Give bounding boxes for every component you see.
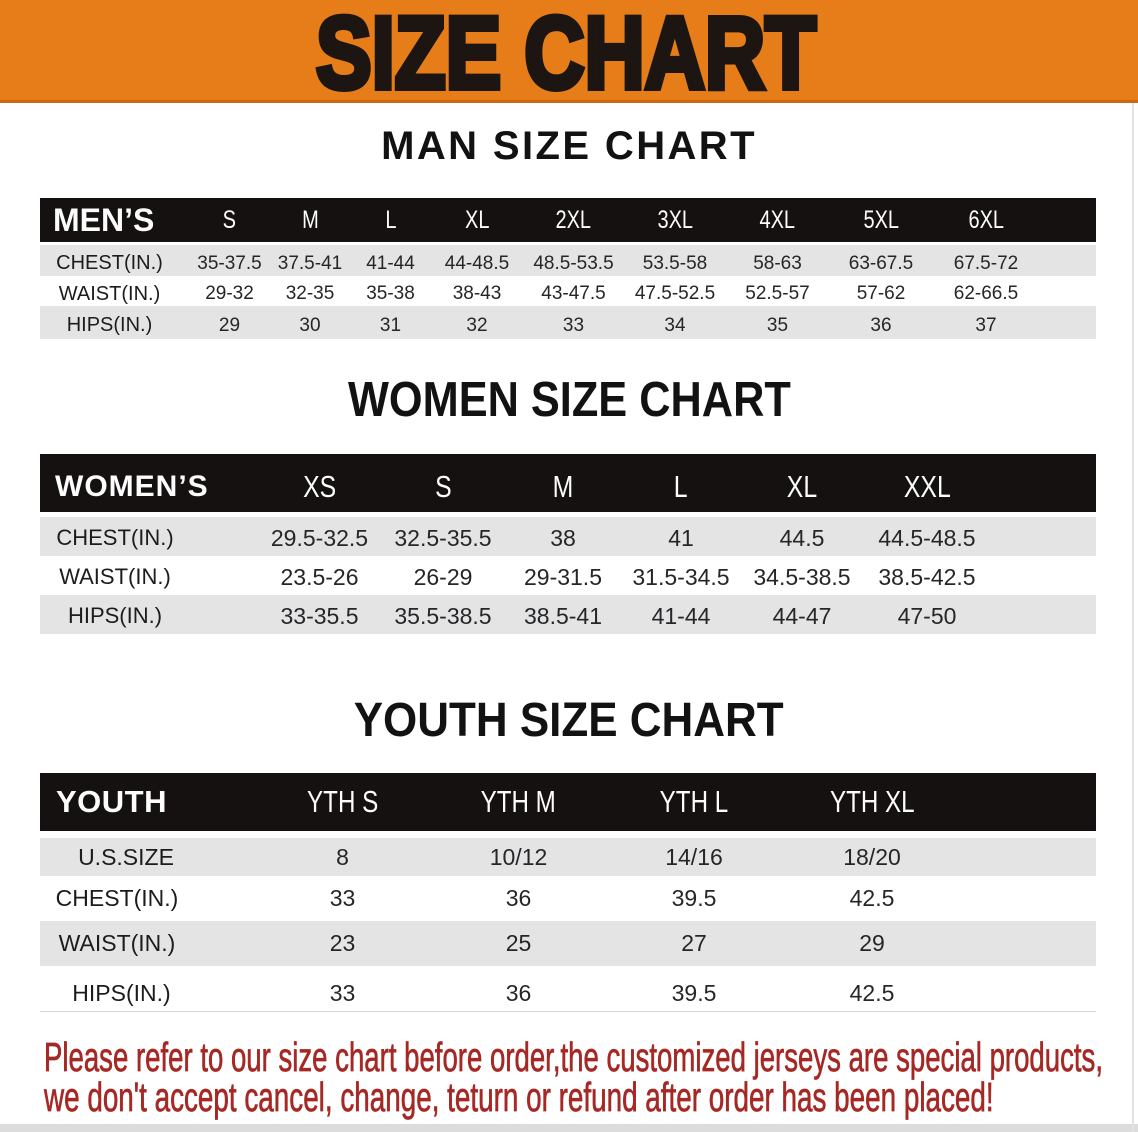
- svg-text:SIZE CHART: SIZE CHART: [316, 0, 816, 103]
